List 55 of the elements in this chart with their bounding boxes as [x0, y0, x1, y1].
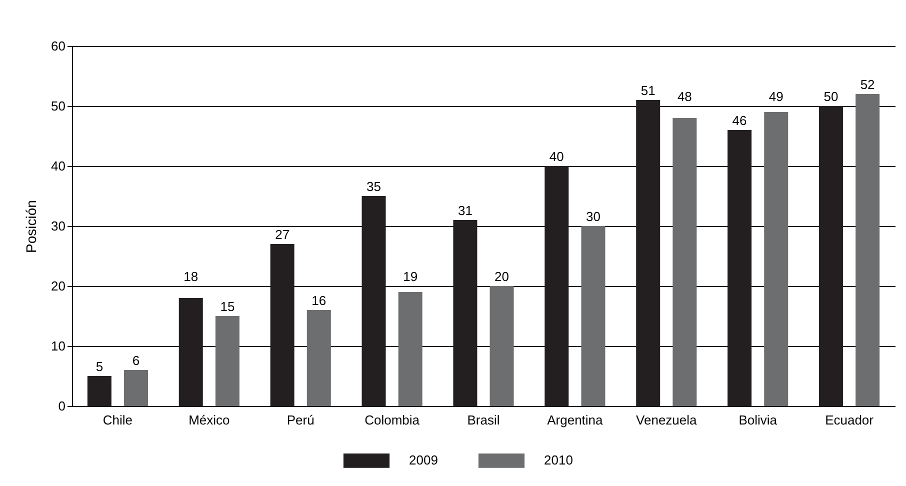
data-label: 19 [403, 269, 418, 284]
bar [362, 196, 386, 406]
legend-label: 2009 [409, 452, 438, 468]
y-tick-label: 10 [51, 338, 66, 354]
y-tick-label: 40 [51, 158, 66, 174]
data-label: 51 [640, 83, 656, 98]
data-label: 48 [677, 89, 692, 104]
x-tick-label: Perú [286, 412, 314, 428]
x-tick-label: Bolivia [738, 412, 778, 428]
bar [764, 112, 788, 406]
bar [856, 94, 880, 406]
data-label: 16 [312, 293, 326, 308]
bar [636, 100, 660, 406]
bar [544, 166, 569, 406]
data-label: 5 [96, 359, 104, 374]
data-label: 46 [732, 113, 747, 128]
bar [672, 118, 697, 406]
x-tick-label: Venezuela [636, 412, 698, 428]
bar [178, 298, 203, 406]
bar [581, 226, 606, 406]
y-tick-label: 30 [51, 218, 66, 234]
data-label: 27 [275, 227, 290, 242]
x-tick-label: Ecuador [825, 412, 874, 428]
bar [306, 310, 331, 406]
x-tick-label: México [188, 412, 230, 428]
bar [270, 244, 294, 406]
data-label: 20 [494, 269, 510, 284]
y-tick-label: 0 [58, 398, 66, 414]
data-label: 15 [220, 299, 235, 314]
y-tick-label: 50 [51, 98, 66, 114]
bar [124, 370, 148, 406]
bar [453, 220, 478, 406]
bar [215, 316, 240, 406]
data-label: 52 [860, 77, 875, 92]
x-tick-label: Colombia [364, 412, 420, 428]
y-axis-title: Posición [23, 200, 40, 253]
bar [728, 130, 752, 406]
x-tick-label: Chile [102, 412, 133, 428]
bar [818, 106, 843, 406]
data-label: 30 [586, 209, 600, 224]
data-label: 18 [184, 269, 198, 284]
data-label: 49 [768, 89, 784, 104]
x-tick-label: Argentina [547, 412, 604, 428]
data-label: 50 [824, 89, 838, 104]
bar [87, 376, 112, 406]
legend-label: 2010 [544, 452, 573, 468]
data-label: 31 [458, 203, 472, 218]
y-tick-label: 60 [51, 38, 66, 54]
y-tick-label: 20 [51, 278, 66, 294]
bar [398, 292, 422, 406]
data-label: 40 [549, 149, 564, 164]
data-label: 35 [366, 179, 381, 194]
bar [490, 286, 514, 406]
data-label: 6 [132, 353, 140, 368]
x-tick-label: Brasil [467, 412, 500, 428]
